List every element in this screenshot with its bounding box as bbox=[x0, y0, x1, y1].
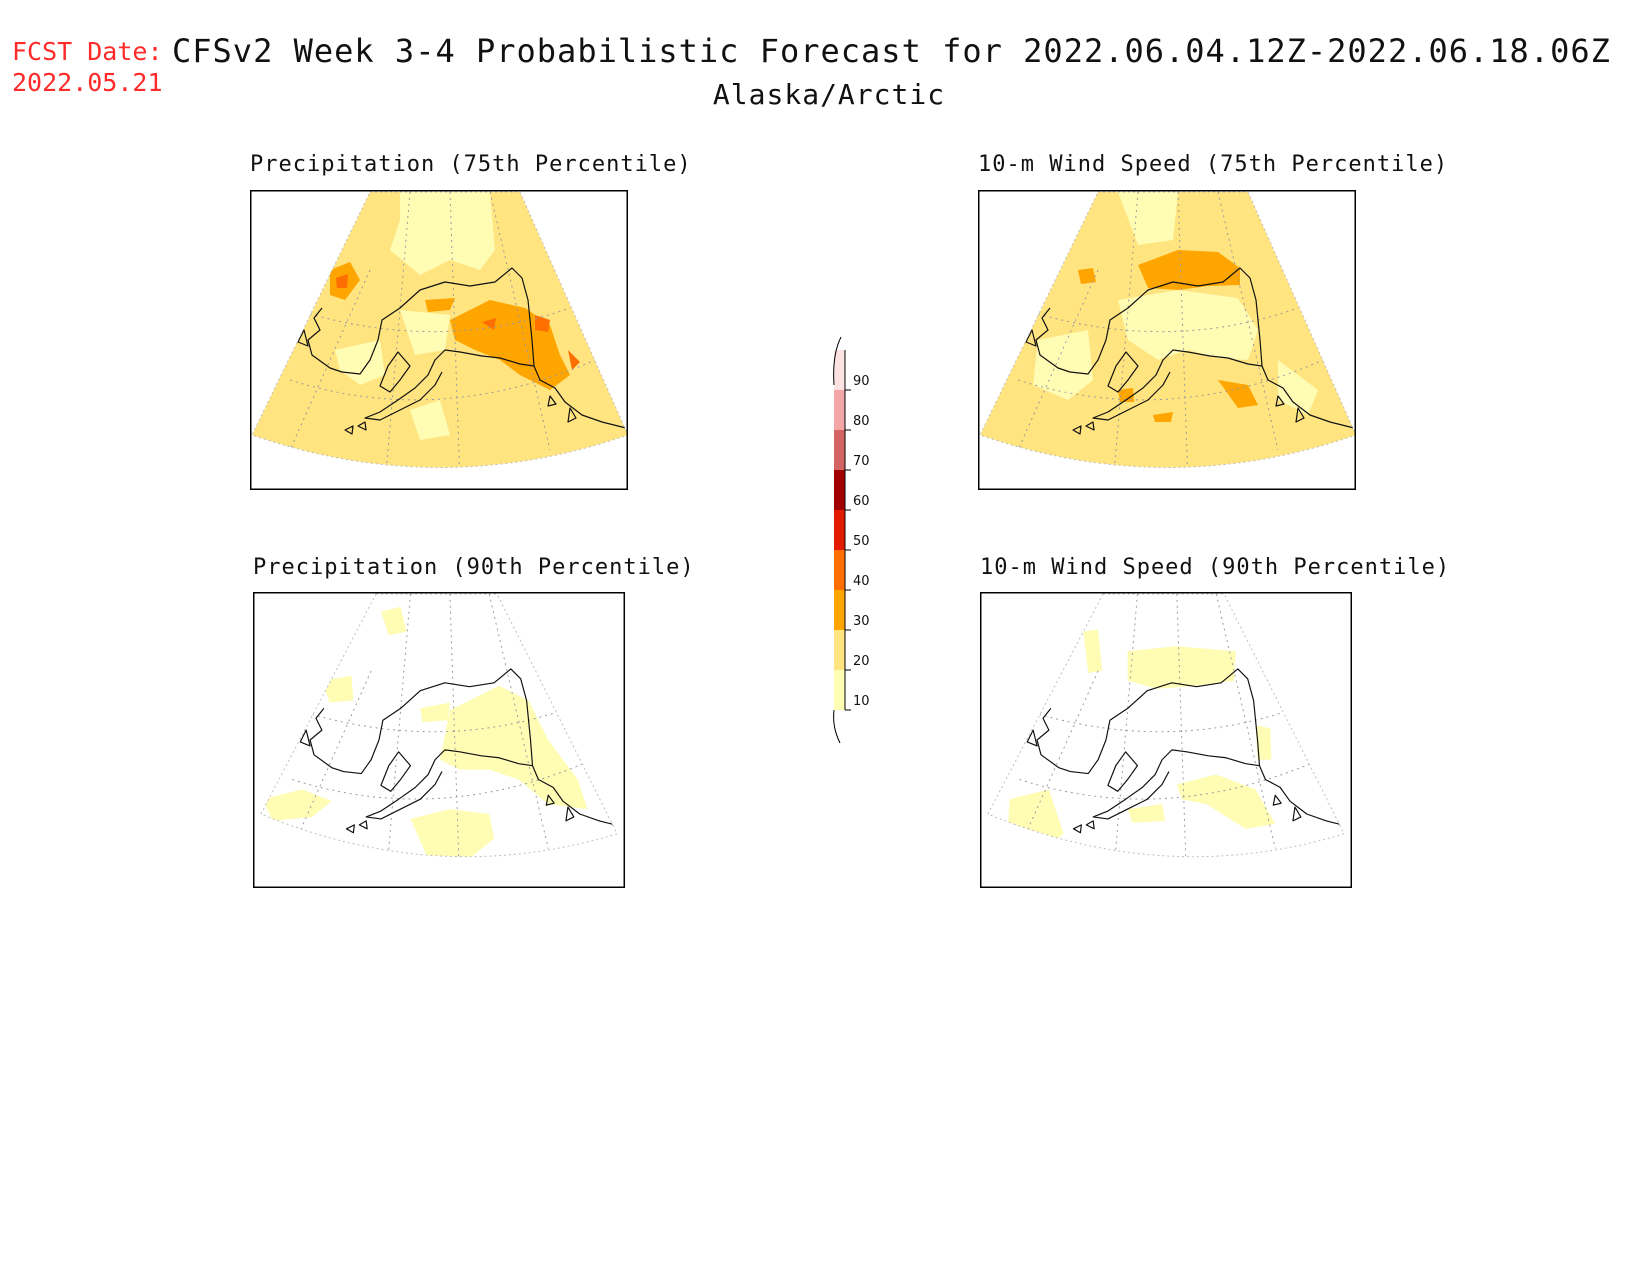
contour-10 bbox=[335, 340, 385, 385]
colorbar-label-50: 50 bbox=[853, 534, 870, 549]
contour-30 bbox=[1153, 412, 1173, 422]
colorbar-label-20: 20 bbox=[853, 654, 870, 669]
map-precip-90 bbox=[253, 592, 625, 888]
contour-10 bbox=[262, 789, 332, 821]
colorbar-swatch-80 bbox=[834, 390, 845, 430]
graticule-line bbox=[385, 593, 411, 857]
coastline bbox=[297, 267, 627, 435]
contour-40 bbox=[336, 274, 348, 288]
colorbar-label-70: 70 bbox=[853, 454, 870, 469]
graticule-line bbox=[489, 192, 551, 451]
fcst-date: FCST Date: 2022.05.21 bbox=[12, 36, 163, 98]
colorbar-swatch-20 bbox=[834, 630, 845, 670]
page-title: CFSv2 Week 3-4 Probabilistic Forecast fo… bbox=[172, 32, 1611, 70]
contour-10 bbox=[439, 685, 588, 810]
graticule-line bbox=[1019, 759, 1320, 800]
graticule-line bbox=[449, 593, 461, 857]
graticule-line bbox=[384, 192, 411, 468]
fcst-date-label: FCST Date: bbox=[12, 37, 163, 66]
contour-30 bbox=[1138, 250, 1240, 290]
panel-title-wind-90: 10-m Wind Speed (90th Percentile) bbox=[980, 555, 1451, 580]
contour-30 bbox=[425, 298, 455, 312]
colorbar-label-30: 30 bbox=[853, 614, 870, 629]
contour-10 bbox=[1118, 192, 1178, 245]
domain-edge bbox=[260, 593, 618, 858]
colorbar-label-60: 60 bbox=[853, 494, 870, 509]
colorbar-label-80: 80 bbox=[853, 414, 870, 429]
map-frame bbox=[978, 190, 1356, 490]
graticule-line bbox=[1112, 593, 1138, 857]
contour-10 bbox=[1007, 789, 1064, 854]
graticule-line bbox=[1177, 192, 1189, 468]
fcst-date-value: 2022.05.21 bbox=[12, 68, 163, 97]
map-frame bbox=[980, 592, 1352, 888]
contour-10 bbox=[1083, 629, 1103, 673]
colorbar-label-40: 40 bbox=[853, 574, 870, 589]
contour-10 bbox=[1118, 290, 1258, 360]
contour-10 bbox=[400, 310, 450, 355]
map-precip-75 bbox=[250, 190, 628, 490]
panel-title-precip-90: Precipitation (90th Percentile) bbox=[253, 555, 695, 580]
panel-title-wind-75: 10-m Wind Speed (75th Percentile) bbox=[978, 152, 1449, 177]
graticule-line bbox=[1112, 192, 1139, 468]
colorbar-swatch-50 bbox=[834, 510, 845, 550]
map-frame bbox=[253, 592, 625, 888]
contour-30 bbox=[1218, 380, 1258, 408]
map-frame bbox=[250, 190, 628, 490]
colorbar-label-10: 10 bbox=[853, 694, 870, 709]
contour-40 bbox=[535, 315, 550, 332]
colorbar-bottom-cap bbox=[833, 709, 841, 744]
region-label: Alaska/Arctic bbox=[712, 78, 946, 111]
colorbar-label-90: 90 bbox=[853, 374, 870, 389]
contour-40 bbox=[568, 350, 580, 370]
coastline bbox=[1025, 267, 1355, 435]
colorbar-swatch-30 bbox=[834, 590, 845, 630]
contour-10 bbox=[1033, 330, 1093, 400]
contour-30 bbox=[1118, 388, 1134, 402]
colorbar-swatch-40 bbox=[834, 550, 845, 590]
contour-10 bbox=[380, 606, 407, 636]
domain-edge bbox=[987, 593, 1345, 858]
graticule-line bbox=[1176, 593, 1188, 857]
graticule-line bbox=[488, 593, 549, 849]
coastline bbox=[299, 668, 618, 834]
contour-10 bbox=[410, 809, 495, 857]
colorbar-swatch-60 bbox=[834, 470, 845, 510]
contour-10 bbox=[1255, 725, 1272, 760]
contour-10 bbox=[1127, 646, 1236, 689]
contour-30 bbox=[1078, 268, 1096, 284]
contour-10 bbox=[420, 702, 450, 723]
contour-10 bbox=[1278, 360, 1318, 415]
graticule-line bbox=[1215, 593, 1276, 849]
colorbar-swatch-90 bbox=[834, 350, 845, 390]
colorbar-top-cap bbox=[833, 336, 842, 386]
contour-10 bbox=[1127, 804, 1166, 823]
contour-40 bbox=[482, 318, 496, 330]
contour-10 bbox=[410, 400, 450, 440]
domain-edge bbox=[979, 191, 1356, 468]
graticule-line bbox=[1217, 192, 1279, 451]
coastline bbox=[1026, 668, 1345, 834]
colorbar-legend: 10 20 30 40 50 60 70 80 90 bbox=[833, 336, 870, 744]
map-wind-90 bbox=[980, 592, 1352, 888]
contour-10 bbox=[390, 192, 495, 275]
map-wind-75 bbox=[978, 190, 1356, 490]
contour-10 bbox=[1176, 774, 1276, 829]
graticule-line bbox=[449, 192, 461, 468]
contour-10 bbox=[321, 675, 354, 703]
colorbar-swatch-70 bbox=[834, 430, 845, 470]
domain-edge bbox=[251, 191, 628, 468]
panel-title-precip-75: Precipitation (75th Percentile) bbox=[250, 152, 692, 177]
colorbar-swatch-10 bbox=[834, 670, 845, 710]
